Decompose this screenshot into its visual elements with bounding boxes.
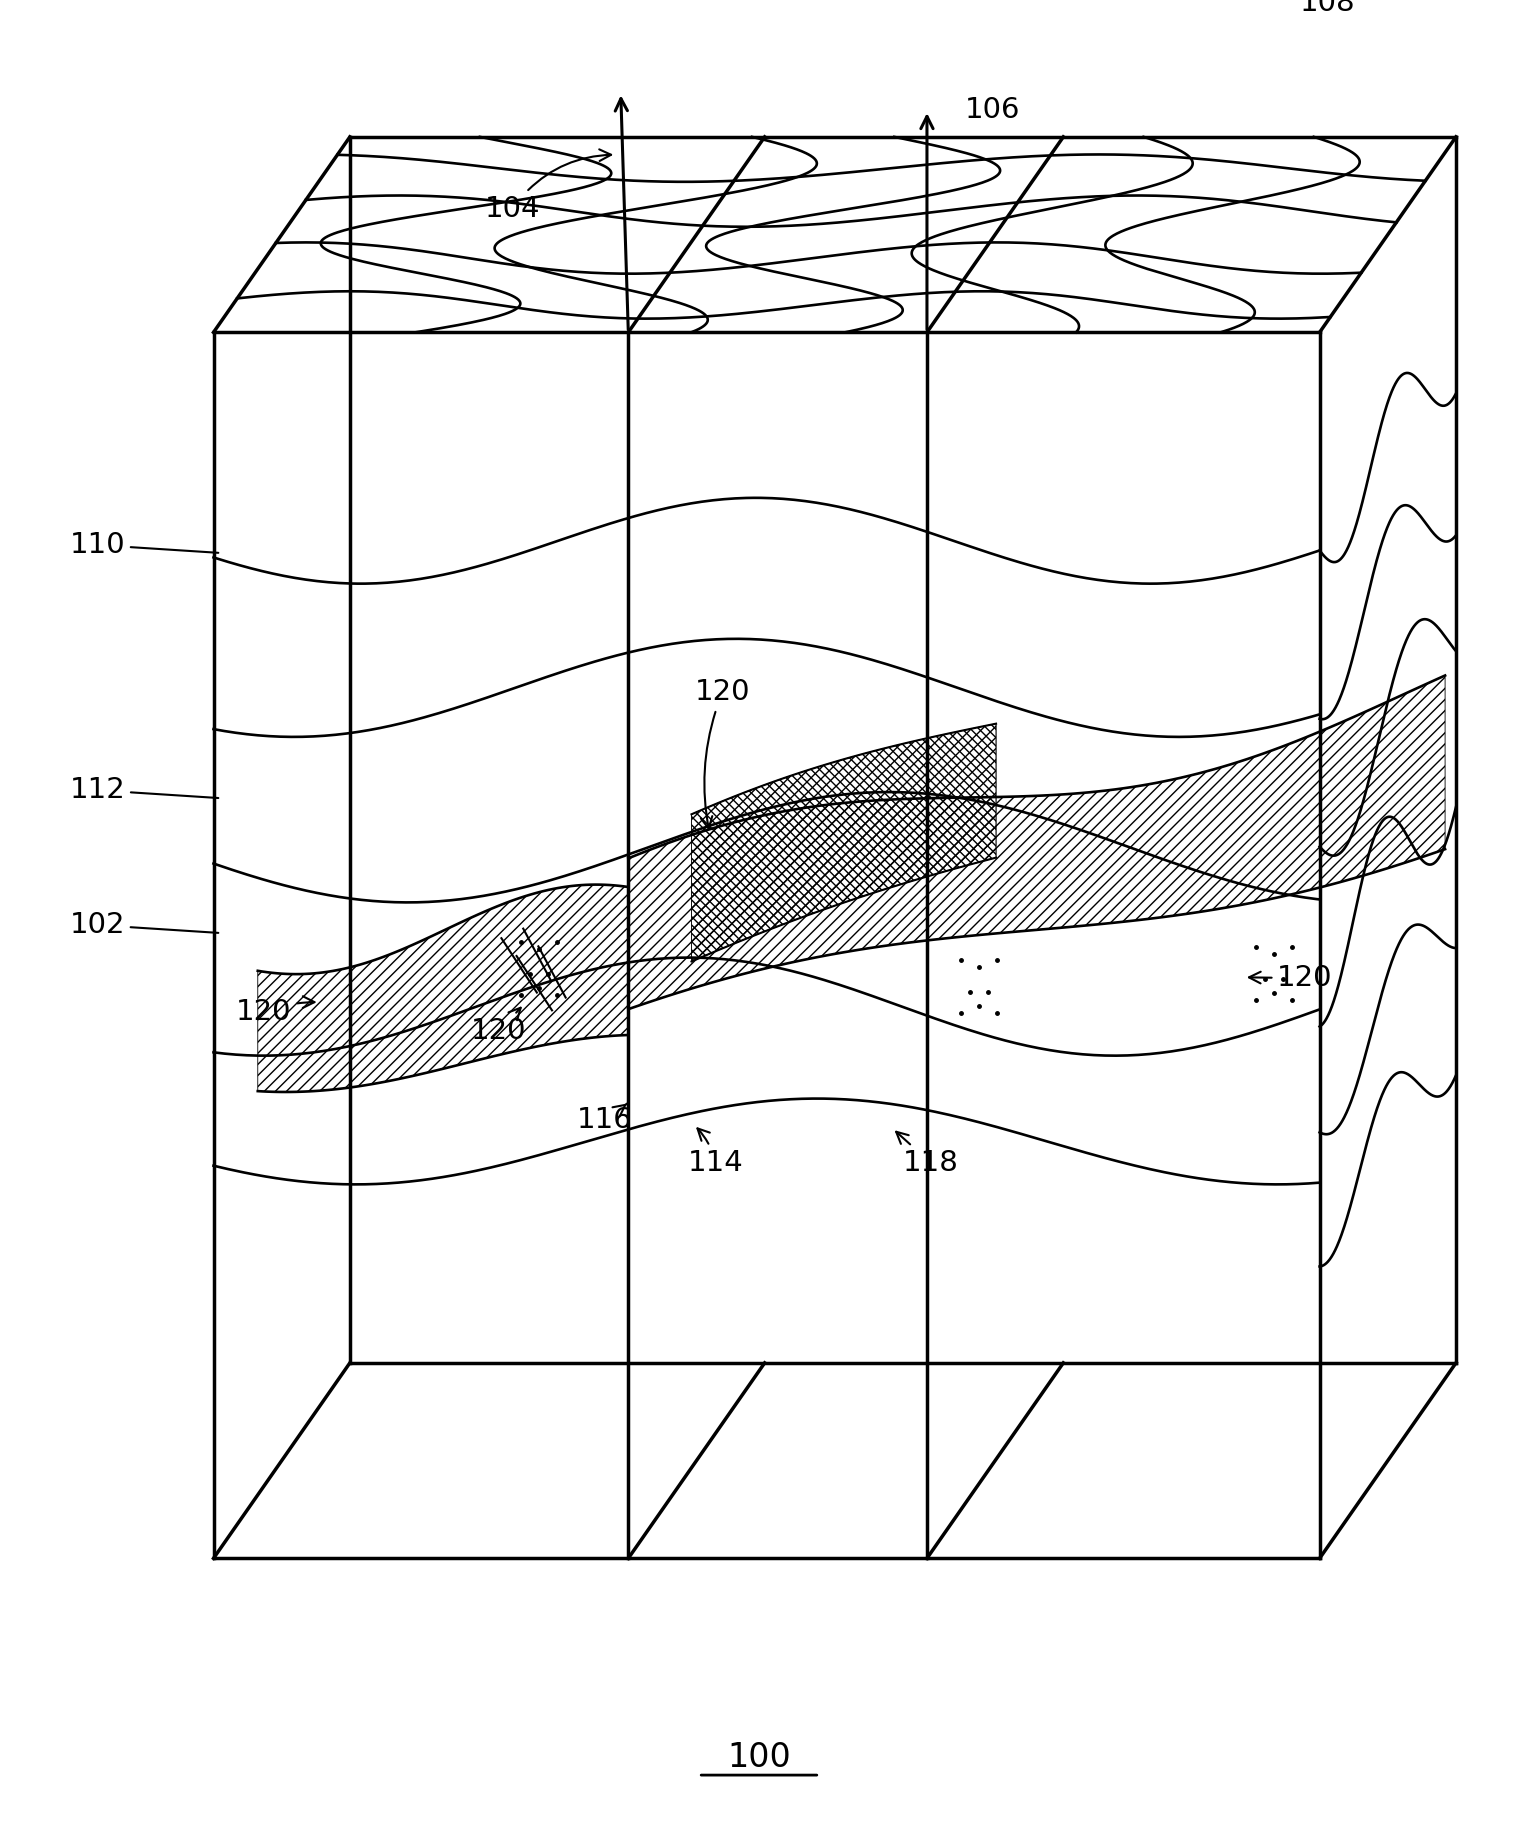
Text: 112: 112 [70,776,219,804]
Text: 106: 106 [965,96,1020,124]
Text: 116: 116 [577,1103,633,1134]
Text: 120: 120 [695,679,750,828]
Text: 120: 120 [237,996,314,1025]
Text: 102: 102 [70,911,219,939]
Text: 108: 108 [1299,0,1356,17]
Text: 120: 120 [471,1007,527,1046]
Text: 100: 100 [727,1741,791,1774]
Text: 120: 120 [1249,964,1333,992]
Text: 114: 114 [688,1129,744,1176]
Text: 110: 110 [70,531,219,559]
Text: 104: 104 [484,149,612,223]
Text: 118: 118 [896,1132,959,1176]
